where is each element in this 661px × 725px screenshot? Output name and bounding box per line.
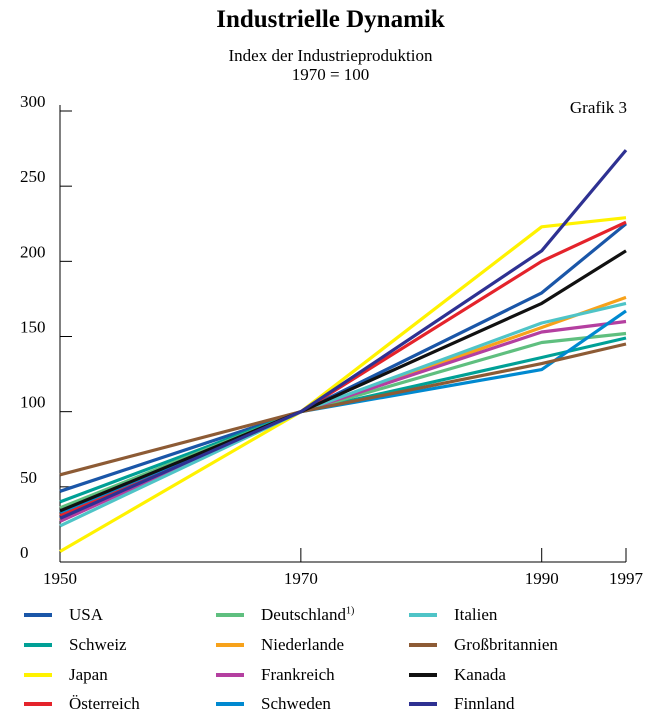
legend-swatch bbox=[409, 702, 437, 706]
legend-swatch bbox=[216, 613, 244, 617]
legend-swatch bbox=[24, 613, 52, 617]
series-line-usa bbox=[59, 222, 628, 493]
legend-item: Finnland bbox=[409, 694, 514, 714]
legend-item: Niederlande bbox=[216, 635, 344, 655]
series-line-japan bbox=[59, 216, 627, 553]
legend-label: Japan bbox=[69, 665, 108, 684]
chart-note: Grafik 3 bbox=[569, 98, 627, 117]
x-tick-label: 1950 bbox=[43, 569, 77, 588]
legend-item: Kanada bbox=[409, 665, 506, 685]
legend-label: Schweiz bbox=[69, 635, 127, 654]
legend-item: Schweiz bbox=[24, 635, 127, 655]
legend-swatch bbox=[409, 613, 437, 617]
legend-label: Schweden bbox=[261, 694, 331, 713]
legend-swatch bbox=[24, 702, 52, 706]
series-line-italien bbox=[59, 301, 627, 528]
subtitle-line-1: Index der Industrieproduktion bbox=[228, 46, 433, 65]
series-line-großbritannien bbox=[59, 342, 627, 477]
legend-label: Kanada bbox=[454, 665, 506, 684]
legend-label: Niederlande bbox=[261, 635, 345, 654]
legend-item: Frankreich bbox=[216, 665, 335, 685]
legend-label: Finnland bbox=[454, 694, 515, 713]
legend-item: Großbritannien bbox=[409, 635, 558, 655]
legend-swatch bbox=[409, 643, 437, 647]
legend-swatch bbox=[216, 643, 244, 647]
subtitle-line-2: 1970 = 100 bbox=[291, 65, 370, 84]
y-tick-label: 100 bbox=[20, 393, 46, 412]
legend-label: USA bbox=[69, 605, 104, 624]
legend-swatch bbox=[24, 673, 52, 677]
legend-label: Österreich bbox=[69, 694, 140, 713]
legend-label: Frankreich bbox=[261, 665, 335, 684]
legend-label: Deutschland1) bbox=[261, 605, 355, 624]
legend-item: Deutschland1) bbox=[216, 605, 354, 625]
legend-swatch bbox=[216, 673, 244, 677]
series-line-schweiz bbox=[59, 336, 627, 504]
legend-item: USA bbox=[24, 605, 103, 625]
x-tick-label: 1970 bbox=[284, 569, 318, 588]
legend-footnote-marker: 1) bbox=[345, 605, 355, 617]
y-tick-label: 50 bbox=[20, 468, 37, 487]
y-tick-label: 0 bbox=[20, 543, 29, 562]
chart-subtitle: Index der Industrieproduktion 1970 = 100 bbox=[0, 46, 661, 84]
legend-item: Japan bbox=[24, 665, 108, 685]
legend-item: Schweden bbox=[216, 694, 331, 714]
legend-label: Italien bbox=[454, 605, 498, 624]
y-tick-label: 200 bbox=[20, 242, 46, 261]
chart-title: Industrielle Dynamik bbox=[216, 6, 445, 33]
legend-item: Italien bbox=[409, 605, 497, 625]
legend-swatch bbox=[216, 702, 244, 706]
series-line-frankreich bbox=[59, 319, 627, 523]
y-tick-label: 150 bbox=[20, 318, 46, 337]
y-tick-label: 250 bbox=[20, 167, 46, 186]
x-tick-label: 1997 bbox=[609, 569, 644, 588]
y-tick-label: 300 bbox=[20, 92, 46, 111]
series-line-kanada bbox=[59, 249, 627, 513]
series-line-finnland bbox=[59, 149, 628, 520]
legend-swatch bbox=[24, 643, 52, 647]
legend-label: Großbritannien bbox=[454, 635, 558, 654]
legend-swatch bbox=[409, 673, 437, 677]
legend-item: Österreich bbox=[24, 694, 140, 714]
x-tick-label: 1990 bbox=[525, 569, 559, 588]
